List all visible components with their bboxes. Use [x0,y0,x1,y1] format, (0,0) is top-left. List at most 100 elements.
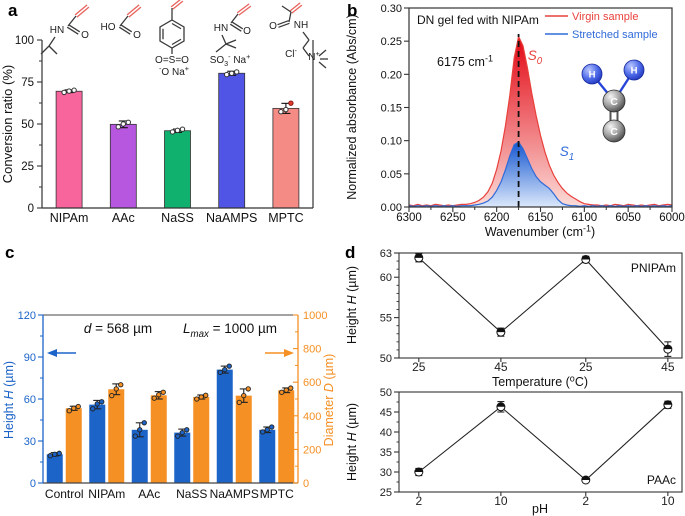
y-tick-label: 0.15 [381,103,402,115]
x-tick-label: 6150 [528,212,554,224]
y-tick-label: 100 [15,35,34,47]
y-tick-label: 60 [380,272,392,284]
x-tick-label: 6250 [440,212,466,224]
data-point [203,392,209,398]
legend-label: Stretched sample [572,29,658,41]
left-tick-label: 30 [24,436,36,448]
monomer-structures: O HN O HO O=S=O-O Na+ O HN SO3- Na+ O NH N+ Cl- [40,0,328,78]
needle-diameter-annotation: d = 568 µm [84,321,152,336]
max-length-annotation: Lmax = 1000 µm [183,321,277,340]
x-tick-label: 6050 [615,212,641,224]
spectrum-fill-stretched [409,141,672,207]
vinyl-molecule-inset: H H C C [581,59,645,143]
atom-label: O [133,30,141,41]
bond [281,5,292,13]
data-point [279,389,285,395]
y-tick-label: 45 [380,407,392,419]
left-arrow-head [47,349,57,357]
data-point [56,450,62,456]
bond [277,20,289,26]
y-tick-label: 35 [380,447,392,459]
data-point [99,399,105,405]
data-point [198,394,204,400]
bond [229,23,242,32]
panel-b-label: b [347,1,358,20]
atom-label: HN [50,25,64,36]
atom-label: -O Na+ [159,64,189,78]
left-tick-label: 60 [24,394,36,406]
x-axis-title: Wavenumber (cm-1) [485,223,595,239]
right-tick-label: 200 [303,444,321,456]
x-tick-label: 2 [415,494,422,508]
bar-MPTC [272,107,300,209]
left-tick-label: 120 [18,310,36,322]
bond [278,22,290,28]
bar-NIPAm [55,90,83,209]
bar-diameter-NaSS [193,396,210,483]
bar-height-MPTC [259,429,276,483]
data-point [132,433,138,439]
atom-label: HN [214,23,228,34]
x-category-label: NaAMPS [210,487,259,501]
panel-c-label: c [5,243,15,262]
data-point [151,395,157,401]
data-point [288,385,294,391]
y-tick-label: 0.25 [381,36,402,48]
bar-diameter-AAc [150,395,167,483]
data-point-half-fill [496,328,505,333]
peak-wavenumber-label: 6175 cm-1 [437,53,493,69]
y-tick-label: 30 [380,467,392,479]
x-axis-title: pH [532,502,548,516]
atom-label: N+ [308,49,319,63]
data-point [264,427,270,433]
data-point [236,399,242,406]
data-point [113,386,119,392]
x-category-label: NIPAm [88,487,125,501]
data-point-half-fill [414,468,423,472]
x-tick-label: 6000 [659,212,685,224]
bond [215,43,227,53]
bar-NaAMPS [218,72,246,209]
left-tick-label: 90 [24,352,36,364]
bond [126,4,140,16]
y-tick-label: 50 [380,387,392,399]
bond [120,24,133,33]
x-axis-title: Temperature (oC) [492,373,588,389]
data-point [52,451,58,457]
panel-a-label: a [8,1,18,20]
h-atom-label: H [589,70,596,81]
bond [76,6,90,18]
data-point [90,406,96,412]
data-point [109,392,115,399]
y-tick-label: 0.10 [381,136,402,148]
left-tick-label: 0 [30,478,36,490]
data-point [179,429,185,436]
data-point [194,396,200,402]
x-category-label: MPTC [268,211,303,225]
atom-label: O [81,30,89,41]
bond [289,2,301,12]
bond [302,31,310,41]
x-tick-label: 2 [582,494,589,508]
c-atom-label: C [610,126,618,138]
x-tick-label: 6200 [484,212,510,224]
atom-label: Cl- [285,46,297,60]
atom-label: NH [294,20,308,31]
c-atom [602,89,626,113]
data-point [278,109,284,115]
data-point [137,427,143,433]
bar-diameter-Control [65,408,82,483]
bond [225,43,237,49]
left-axis-title: Height H (µm) [2,361,16,439]
bond [128,6,142,18]
data-point [94,401,100,407]
bond [236,3,250,14]
y-axis-title: Conversion ratio (%) [0,65,15,184]
plot-frame-PAAc [398,391,683,493]
y-tick-label: 50 [21,119,34,131]
s1-label: S1 [560,144,574,163]
data-point [169,129,176,135]
y-tick-label: 40 [380,427,392,439]
bond [302,39,310,49]
y-tick-label: 50 [380,353,392,365]
